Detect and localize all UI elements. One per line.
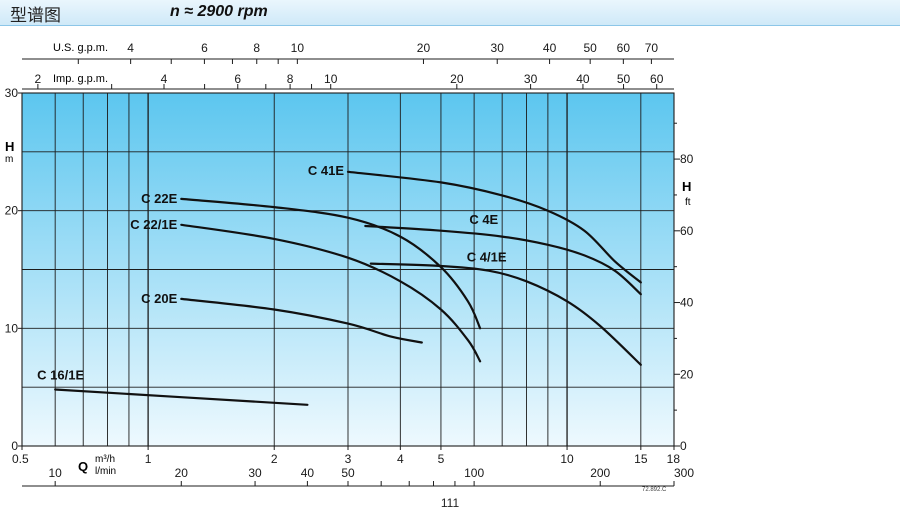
imp-gpm-tick-label: 20: [450, 72, 464, 86]
us-gpm-tick-label: 40: [543, 41, 557, 55]
series-curves: [54, 170, 642, 406]
header-bar: 型谱图 n ≈ 2900 rpm: [0, 0, 900, 26]
speed-label: n ≈ 2900 rpm: [170, 3, 268, 20]
lmin-tick-label: 20: [175, 466, 189, 480]
series-label-c-20e: C 20E: [141, 291, 177, 306]
x-tick-label: 18: [667, 452, 681, 466]
curve-c-41e: [346, 170, 642, 284]
curve-c-22-1e: [180, 223, 482, 363]
y-right-unit: ft: [685, 197, 691, 208]
lmin-tick-label: 40: [301, 466, 315, 480]
series-label-c-4e: C 4E: [469, 212, 498, 227]
us-gpm-tick-label: 10: [291, 41, 305, 55]
lmin-tick-label: 200: [590, 466, 610, 480]
curve-c-16-1e: [54, 388, 309, 406]
imp-gpm-tick-label: 50: [617, 72, 631, 86]
x-tick-label: 10: [560, 452, 574, 466]
curve-c-4-1e: [369, 262, 642, 366]
drawing-code: 72.892.C: [642, 487, 667, 493]
x-tick-label: 4: [397, 452, 404, 466]
lmin-tick-label: 10: [48, 466, 62, 480]
x-tick-label: 3: [345, 452, 352, 466]
lmin-tick-label: 300: [674, 466, 694, 480]
series-label-c-22-1e: C 22/1E: [130, 217, 177, 232]
imp-gpm-tick-label: 2: [35, 72, 42, 86]
curve-c-20e: [180, 297, 423, 344]
y-left-tick-label: 10: [5, 321, 19, 335]
y-left-tick-label: 30: [5, 86, 19, 100]
x-unit-m3h: m³/h: [95, 454, 115, 465]
x-tick-label: 15: [634, 452, 648, 466]
imp-gpm-tick-label: 8: [287, 72, 294, 86]
us-gpm-tick-label: 8: [253, 41, 260, 55]
us-gpm-tick-label: 70: [645, 41, 659, 55]
y-right-tick-label: 80: [680, 152, 694, 166]
us-gpm-label: U.S. g.p.m.: [53, 42, 108, 54]
imp-gpm-tick-label: 40: [576, 72, 590, 86]
curve-c-22e: [180, 197, 482, 330]
imp-gpm-tick-label: 10: [324, 72, 338, 86]
us-gpm-tick-label: 60: [617, 41, 631, 55]
imp-gpm-label: Imp. g.p.m.: [53, 73, 108, 85]
y-left-tick-label: 0: [11, 439, 18, 453]
us-gpm-tick-label: 6: [201, 41, 208, 55]
x-tick-label: 0.5: [12, 452, 29, 466]
imp-gpm-tick-label: 6: [234, 72, 241, 86]
series-label-c-16-1e: C 16/1E: [37, 368, 84, 383]
axis-titles: H m H ft Q m³/h l/min U.S. g.p.m. Imp. g…: [5, 42, 691, 477]
x-tick-label: 5: [438, 452, 445, 466]
y-right-tick-label: 20: [680, 367, 694, 381]
lmin-tick-label: 100: [464, 466, 484, 480]
page-number: 111: [440, 496, 460, 510]
series-label-c-4-1e: C 4/1E: [467, 250, 507, 265]
series-label-c-41e: C 41E: [308, 163, 344, 178]
header-title: 型谱图: [10, 6, 61, 25]
series-labels: C 16/1E C 20E C 22E C 22/1E C 41E C 4E C 4/1E: [37, 163, 507, 383]
us-gpm-tick-label: 4: [127, 41, 134, 55]
x-tick-label: 2: [271, 452, 278, 466]
y-right-label: H: [682, 179, 691, 194]
us-gpm-tick-label: 30: [491, 41, 505, 55]
x-axis-label: Q: [78, 459, 88, 474]
y-left-unit: m: [5, 154, 13, 165]
imp-gpm-tick-label: 60: [650, 72, 664, 86]
lmin-tick-label: 50: [341, 466, 355, 480]
us-gpm-tick-label: 20: [417, 41, 431, 55]
y-left-label: H: [5, 139, 14, 154]
us-gpm-tick-label: 50: [583, 41, 597, 55]
x-unit-lmin: l/min: [95, 466, 116, 477]
imp-gpm-tick-label: 30: [524, 72, 538, 86]
lmin-tick-label: 30: [248, 466, 262, 480]
y-right-tick-label: 40: [680, 296, 694, 310]
x-tick-label: 1: [145, 452, 152, 466]
imp-gpm-tick-label: 4: [161, 72, 168, 86]
series-label-c-22e: C 22E: [141, 191, 177, 206]
y-right-tick-label: 60: [680, 224, 694, 238]
y-right-tick-label: 0: [680, 439, 687, 453]
curve-c-4e: [364, 224, 642, 296]
y-left-tick-label: 20: [5, 204, 19, 218]
grid: [21, 92, 675, 447]
